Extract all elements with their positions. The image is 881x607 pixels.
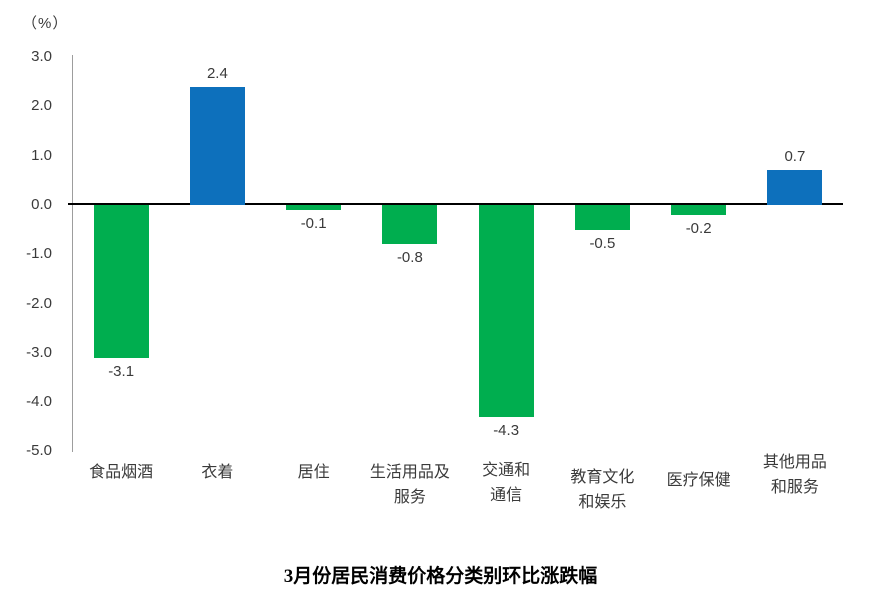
zero-baseline bbox=[68, 203, 843, 205]
bar-医疗保健 bbox=[671, 205, 727, 215]
bar-衣着 bbox=[189, 86, 245, 205]
data-label: -4.3 bbox=[493, 421, 520, 439]
bar-食品烟酒 bbox=[93, 205, 149, 358]
category-label: 交通和 通信 bbox=[482, 462, 531, 504]
category-label: 生活用品及 服务 bbox=[369, 464, 450, 506]
data-label: -0.5 bbox=[589, 234, 616, 252]
category-label: 其他用品 和服务 bbox=[762, 454, 827, 496]
chart-title: 3月份居民消费价格分类别环比涨跌幅 bbox=[283, 566, 598, 587]
data-label: -0.8 bbox=[396, 249, 423, 267]
category-label: 教育文化 和娱乐 bbox=[570, 469, 635, 511]
y-axis-line bbox=[72, 55, 73, 452]
y-tick-label: 2.0 bbox=[31, 97, 52, 115]
y-tick-label: -4.0 bbox=[26, 393, 52, 411]
bar-居住 bbox=[286, 205, 342, 210]
category-label: 衣着 bbox=[201, 464, 234, 481]
category-label: 食品烟酒 bbox=[89, 464, 154, 481]
y-tick-label: -5.0 bbox=[26, 442, 52, 460]
category-label: 医疗保健 bbox=[666, 472, 731, 489]
data-label: 2.4 bbox=[206, 64, 228, 82]
y-tick-label: -2.0 bbox=[26, 294, 52, 312]
data-label: 0.7 bbox=[784, 148, 806, 166]
category-label: 居住 bbox=[297, 464, 330, 481]
bar-交通和通信 bbox=[478, 205, 534, 417]
y-tick-label: -3.0 bbox=[26, 343, 52, 361]
bar-生活用品及服务 bbox=[382, 205, 438, 245]
data-label: -3.1 bbox=[108, 362, 135, 380]
y-axis-unit-label: （%） bbox=[22, 15, 69, 32]
y-tick-label: 3.0 bbox=[31, 48, 52, 65]
y-tick-label: -1.0 bbox=[26, 245, 52, 263]
data-label: -0.2 bbox=[685, 219, 712, 237]
y-tick-label: 1.0 bbox=[31, 146, 52, 164]
bar-教育文化和娱乐 bbox=[574, 205, 630, 230]
y-tick-label: 0.0 bbox=[31, 195, 52, 213]
data-label: -0.1 bbox=[300, 214, 327, 232]
bar-其他用品和服务 bbox=[767, 170, 823, 205]
